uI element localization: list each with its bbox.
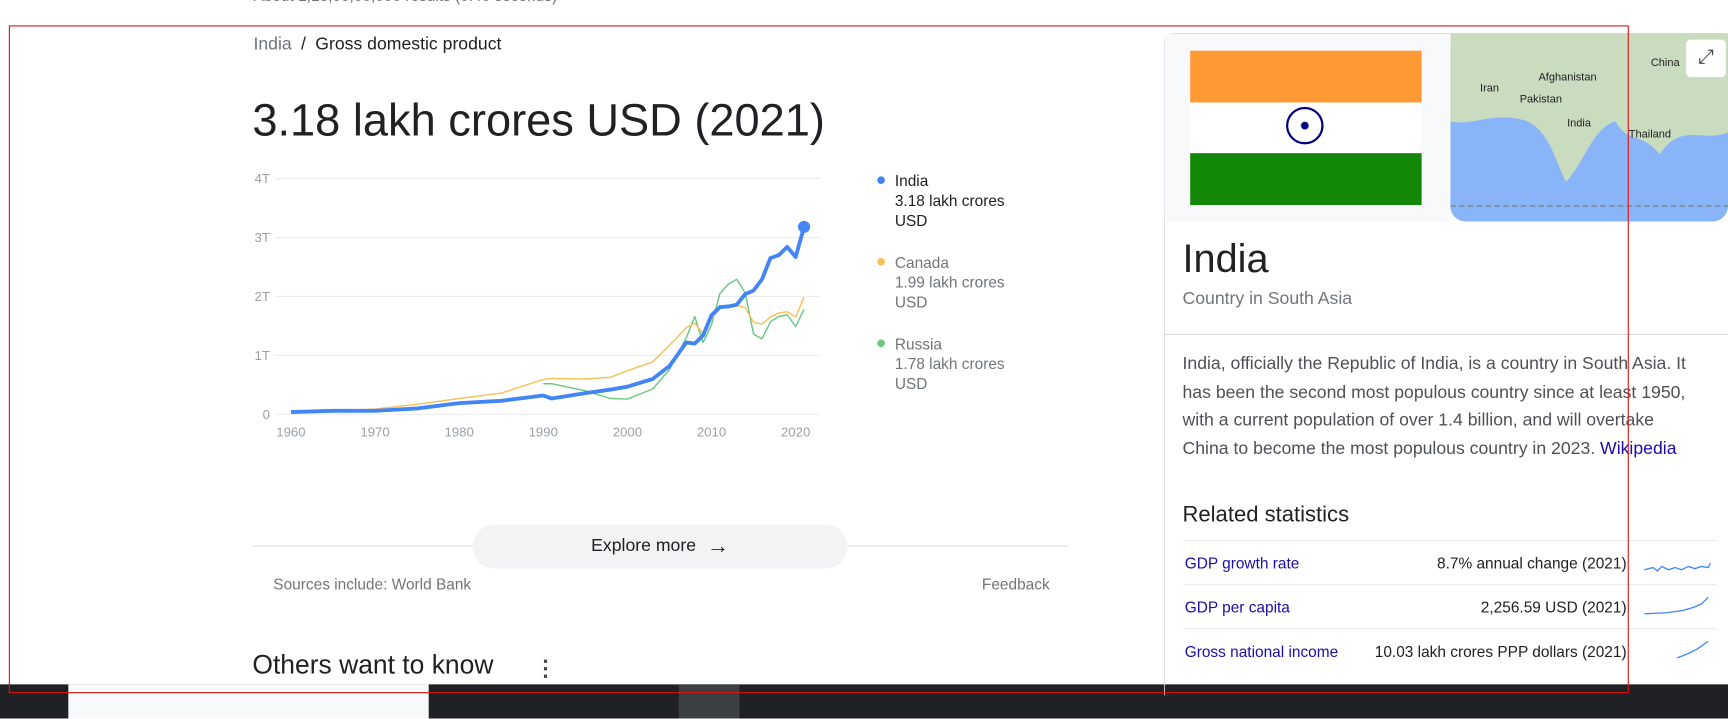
x-tick-label: 1970 bbox=[360, 424, 389, 439]
map-label: India bbox=[1567, 118, 1592, 130]
map-label: Pakistan bbox=[1520, 93, 1562, 105]
breadcrumb: India / Gross domestic product bbox=[253, 35, 501, 55]
legend-item: Russia 1.78 lakh crores USD bbox=[877, 334, 1027, 394]
headline: 3.18 lakh crores USD (2021) bbox=[252, 94, 825, 146]
legend-dot bbox=[877, 257, 885, 266]
knowledge-panel bbox=[1163, 33, 1728, 696]
breadcrumb-current: Gross domestic product bbox=[315, 35, 502, 54]
legend-dot bbox=[877, 176, 885, 185]
map-label: Iran bbox=[1480, 82, 1499, 94]
stat-value: 2,256.59 USD (2021) bbox=[1480, 598, 1627, 617]
expand-button[interactable] bbox=[1686, 39, 1726, 78]
stat-value: 8.7% annual change (2021) bbox=[1437, 554, 1627, 572]
stat-link[interactable]: Gross national income bbox=[1184, 642, 1339, 661]
y-tick-label: 1T bbox=[255, 348, 270, 363]
legend-item: Canada 1.99 lakh crores USD bbox=[877, 252, 1027, 312]
legend-value: 1.99 lakh crores USD bbox=[894, 273, 1005, 311]
search-stats: About 1,18,00,00,000 results (0.40 secon… bbox=[253, 0, 557, 4]
sparkline-path bbox=[1644, 596, 1709, 615]
breadcrumb-link[interactable]: India bbox=[253, 35, 292, 54]
x-tick-label: 1990 bbox=[529, 424, 558, 439]
sparkline bbox=[1644, 596, 1709, 615]
legend-item: India 3.18 lakh crores USD bbox=[877, 171, 1027, 231]
related-row: GDP growth rate 8.7% annual change (2021) bbox=[1182, 539, 1717, 584]
entity-subtitle: Country in South Asia bbox=[1182, 289, 1353, 309]
map-label: China bbox=[1651, 57, 1681, 69]
y-tick-label: 2T bbox=[255, 289, 270, 304]
x-tick-label: 2010 bbox=[697, 424, 726, 439]
divider bbox=[1163, 333, 1728, 336]
chart: 0 1T 2T 3T 4T 1960 1970 1980 1990 2000 2010 2020 bbox=[255, 171, 820, 439]
sparkline bbox=[1677, 640, 1709, 659]
stat-link[interactable]: GDP per capita bbox=[1184, 598, 1290, 617]
separator: / bbox=[301, 35, 306, 54]
feedback-link[interactable]: Feedback bbox=[981, 575, 1050, 593]
flag-stripe bbox=[1190, 153, 1422, 205]
legend-name: India bbox=[894, 171, 929, 190]
y-tick-label: 0 bbox=[263, 407, 270, 422]
stat-value: 10.03 lakh crores PPP dollars (2021) bbox=[1374, 642, 1627, 661]
related-table: GDP growth rate 8.7% annual change (2021)… bbox=[1182, 539, 1717, 672]
description-text: India, officially the Republic of India,… bbox=[1182, 354, 1686, 458]
end-point bbox=[798, 220, 811, 233]
series-line bbox=[290, 226, 806, 414]
related-heading: Related statistics bbox=[1182, 502, 1350, 527]
entity-title: India bbox=[1182, 235, 1269, 282]
map-label: Afghanistan bbox=[1538, 71, 1596, 83]
bottom-tab bbox=[678, 684, 740, 719]
x-tick-label: 1960 bbox=[276, 424, 305, 439]
map-labels: China Afghanistan Iran Pakistan India Thailan… bbox=[1480, 57, 1680, 141]
x-tick-label: 2020 bbox=[781, 424, 810, 439]
description: India, officially the Republic of India,… bbox=[1182, 350, 1700, 462]
flag-box bbox=[1164, 34, 1450, 222]
bottom-tab bbox=[68, 684, 429, 719]
highlight-box bbox=[8, 25, 1629, 694]
legend-name: Russia bbox=[894, 335, 943, 353]
legend: India 3.18 lakh crores USD Canada 1.99 lakh… bbox=[877, 171, 1027, 416]
y-tick-label: 4T bbox=[255, 171, 270, 186]
expand-icon: ⤢ bbox=[1698, 46, 1714, 68]
stat-link[interactable]: GDP growth rate bbox=[1184, 554, 1300, 572]
chakra bbox=[1286, 106, 1324, 145]
legend-dot bbox=[877, 339, 885, 348]
map: ⤢ China Afghanistan Iran Pakistan India Thail… bbox=[1450, 33, 1728, 222]
button-label: Explore more bbox=[591, 536, 697, 556]
related-row: GDP per capita 2,256.59 USD (2021) bbox=[1182, 584, 1717, 628]
legend-value: 3.18 lakh crores USD bbox=[894, 191, 1005, 230]
x-tick-label: 2000 bbox=[613, 424, 642, 439]
arrow-icon: → bbox=[707, 533, 730, 559]
sparkline bbox=[1644, 562, 1711, 572]
source-link[interactable]: Wikipedia bbox=[1600, 439, 1677, 458]
land bbox=[1450, 33, 1728, 182]
flag-stripe bbox=[1190, 50, 1422, 103]
y-tick-label: 3T bbox=[255, 230, 270, 245]
related-row: Gross national income 10.03 lakh crores P… bbox=[1182, 628, 1717, 672]
sparkline-path bbox=[1677, 640, 1709, 659]
section-heading: Others want to know bbox=[252, 650, 494, 680]
menu-icon[interactable]: ⋮ bbox=[534, 656, 557, 682]
legend-value: 1.78 lakh crores USD bbox=[894, 354, 1005, 393]
x-tick-label: 1980 bbox=[444, 424, 473, 439]
map-label: Thailand bbox=[1629, 129, 1671, 141]
legend-name: Canada bbox=[894, 253, 949, 272]
series-line bbox=[290, 296, 805, 413]
sparkline-path bbox=[1644, 562, 1711, 572]
explore-button[interactable]: Explore more → bbox=[472, 524, 848, 569]
sources: Sources include: World Bank bbox=[273, 575, 472, 593]
